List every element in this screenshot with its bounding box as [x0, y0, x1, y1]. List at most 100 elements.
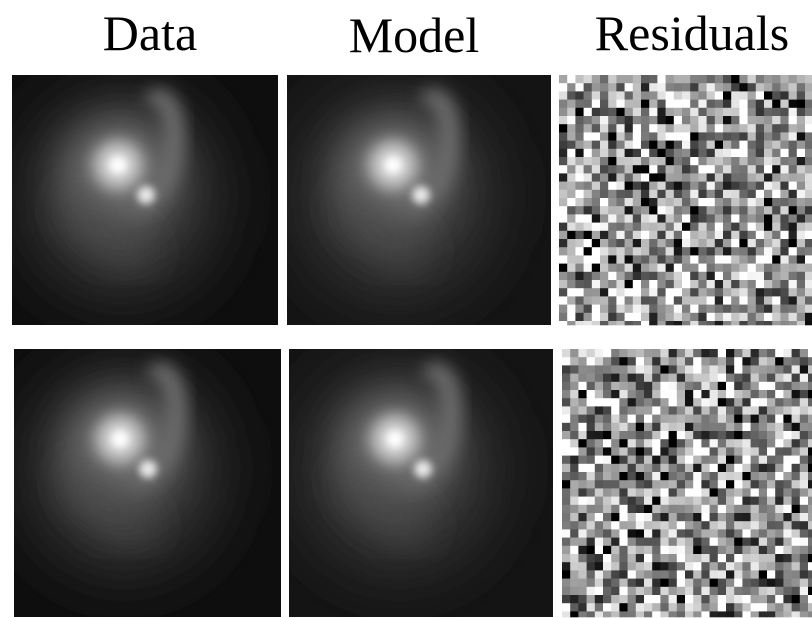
residual-pixel	[698, 190, 707, 199]
residual-pixel	[677, 587, 686, 596]
residual-pixel	[600, 157, 609, 166]
residual-pixel	[570, 447, 579, 456]
residual-pixel	[690, 157, 699, 166]
residual-pixel	[584, 239, 593, 248]
residual-pixel	[657, 296, 666, 305]
residual-pixel	[633, 198, 642, 207]
residual-pixel	[603, 488, 612, 497]
residual-pixel	[649, 124, 658, 133]
residual-pixel	[633, 83, 642, 92]
residual-pixel	[742, 357, 751, 366]
residual-pixel	[780, 247, 789, 256]
residual-pixel	[575, 91, 584, 100]
residual-pixel	[767, 538, 776, 547]
residual-pixel	[710, 382, 719, 391]
residual-pixel	[748, 296, 757, 305]
residual-pixel	[616, 231, 625, 240]
residual-pixel	[797, 280, 806, 289]
residual-pixel	[652, 456, 661, 465]
residual-pixel	[592, 182, 601, 191]
residual-pixel	[660, 456, 669, 465]
residual-pixel	[666, 247, 675, 256]
residual-pixel	[800, 390, 809, 399]
residual-pixel	[575, 247, 584, 256]
residual-pixel	[767, 513, 776, 522]
residual-pixel	[723, 91, 732, 100]
residual-pixel	[792, 456, 801, 465]
residual-pixel	[772, 75, 781, 84]
residual-pixel	[682, 157, 691, 166]
residual-pixel	[567, 132, 576, 141]
residual-pixel	[789, 124, 798, 133]
residual-pixel	[587, 521, 596, 530]
residual-pixel	[611, 447, 620, 456]
residual-pixel	[628, 562, 637, 571]
residual-pixel	[756, 223, 765, 232]
residual-pixel	[666, 83, 675, 92]
residual-pixel	[731, 223, 740, 232]
residual-pixel	[797, 116, 806, 125]
data-image	[14, 349, 281, 617]
residual-pixel	[652, 431, 661, 440]
residual-pixel	[780, 305, 789, 314]
residual-pixel	[710, 406, 719, 415]
residual-pixel	[772, 247, 781, 256]
residual-pixel	[608, 206, 617, 215]
residual-pixel	[666, 223, 675, 232]
residual-pixel	[693, 431, 702, 440]
residual-pixel	[693, 398, 702, 407]
residual-pixel	[701, 570, 710, 579]
residual-pixel	[808, 513, 812, 522]
residual-pixel	[644, 357, 653, 366]
residual-pixel	[587, 439, 596, 448]
residual-pixel	[578, 464, 587, 473]
residual-pixel	[775, 529, 784, 538]
residual-pixel	[649, 108, 658, 117]
residual-pixel	[633, 132, 642, 141]
residual-pixel	[726, 480, 735, 489]
residual-pixel	[797, 190, 806, 199]
residual-pixel	[592, 100, 601, 109]
residual-pixel	[600, 173, 609, 182]
residual-pixel	[792, 431, 801, 440]
residual-pixel	[783, 497, 792, 506]
residual-pixel	[595, 431, 604, 440]
residual-pixel	[764, 190, 773, 199]
residual-pixel	[792, 480, 801, 489]
residual-pixel	[792, 447, 801, 456]
residual-pixel	[608, 83, 617, 92]
residual-pixel	[693, 357, 702, 366]
residual-pixel	[797, 255, 806, 264]
residual-pixel	[592, 305, 601, 314]
residual-pixel	[570, 439, 579, 448]
residual-pixel	[775, 595, 784, 604]
residual-pixel	[739, 288, 748, 297]
residual-pixel	[693, 538, 702, 547]
residual-pixel	[718, 406, 727, 415]
residual-pixel	[619, 595, 628, 604]
residual-pixel	[578, 390, 587, 399]
residual-pixel	[764, 108, 773, 117]
residual-pixel	[608, 108, 617, 117]
residual-pixel	[682, 108, 691, 117]
residual-pixel	[562, 554, 571, 563]
residual-pixel	[636, 398, 645, 407]
residual-pixel	[616, 116, 625, 125]
residual-pixel	[660, 505, 669, 514]
residual-pixel	[775, 603, 784, 612]
residual-pixel	[767, 529, 776, 538]
residual-pixel	[616, 214, 625, 223]
residual-pixel	[600, 321, 609, 325]
residual-pixel	[570, 357, 579, 366]
residual-pixel	[567, 264, 576, 273]
residual-pixel	[608, 165, 617, 174]
residual-pixel	[734, 447, 743, 456]
residual-pixel	[608, 132, 617, 141]
residual-pixel	[625, 182, 634, 191]
residual-pixel	[775, 587, 784, 596]
residual-pixel	[660, 562, 669, 571]
residual-pixel	[567, 272, 576, 281]
residual-pixel	[587, 349, 596, 358]
residual-pixel	[748, 132, 757, 141]
residual-pixel	[603, 365, 612, 374]
